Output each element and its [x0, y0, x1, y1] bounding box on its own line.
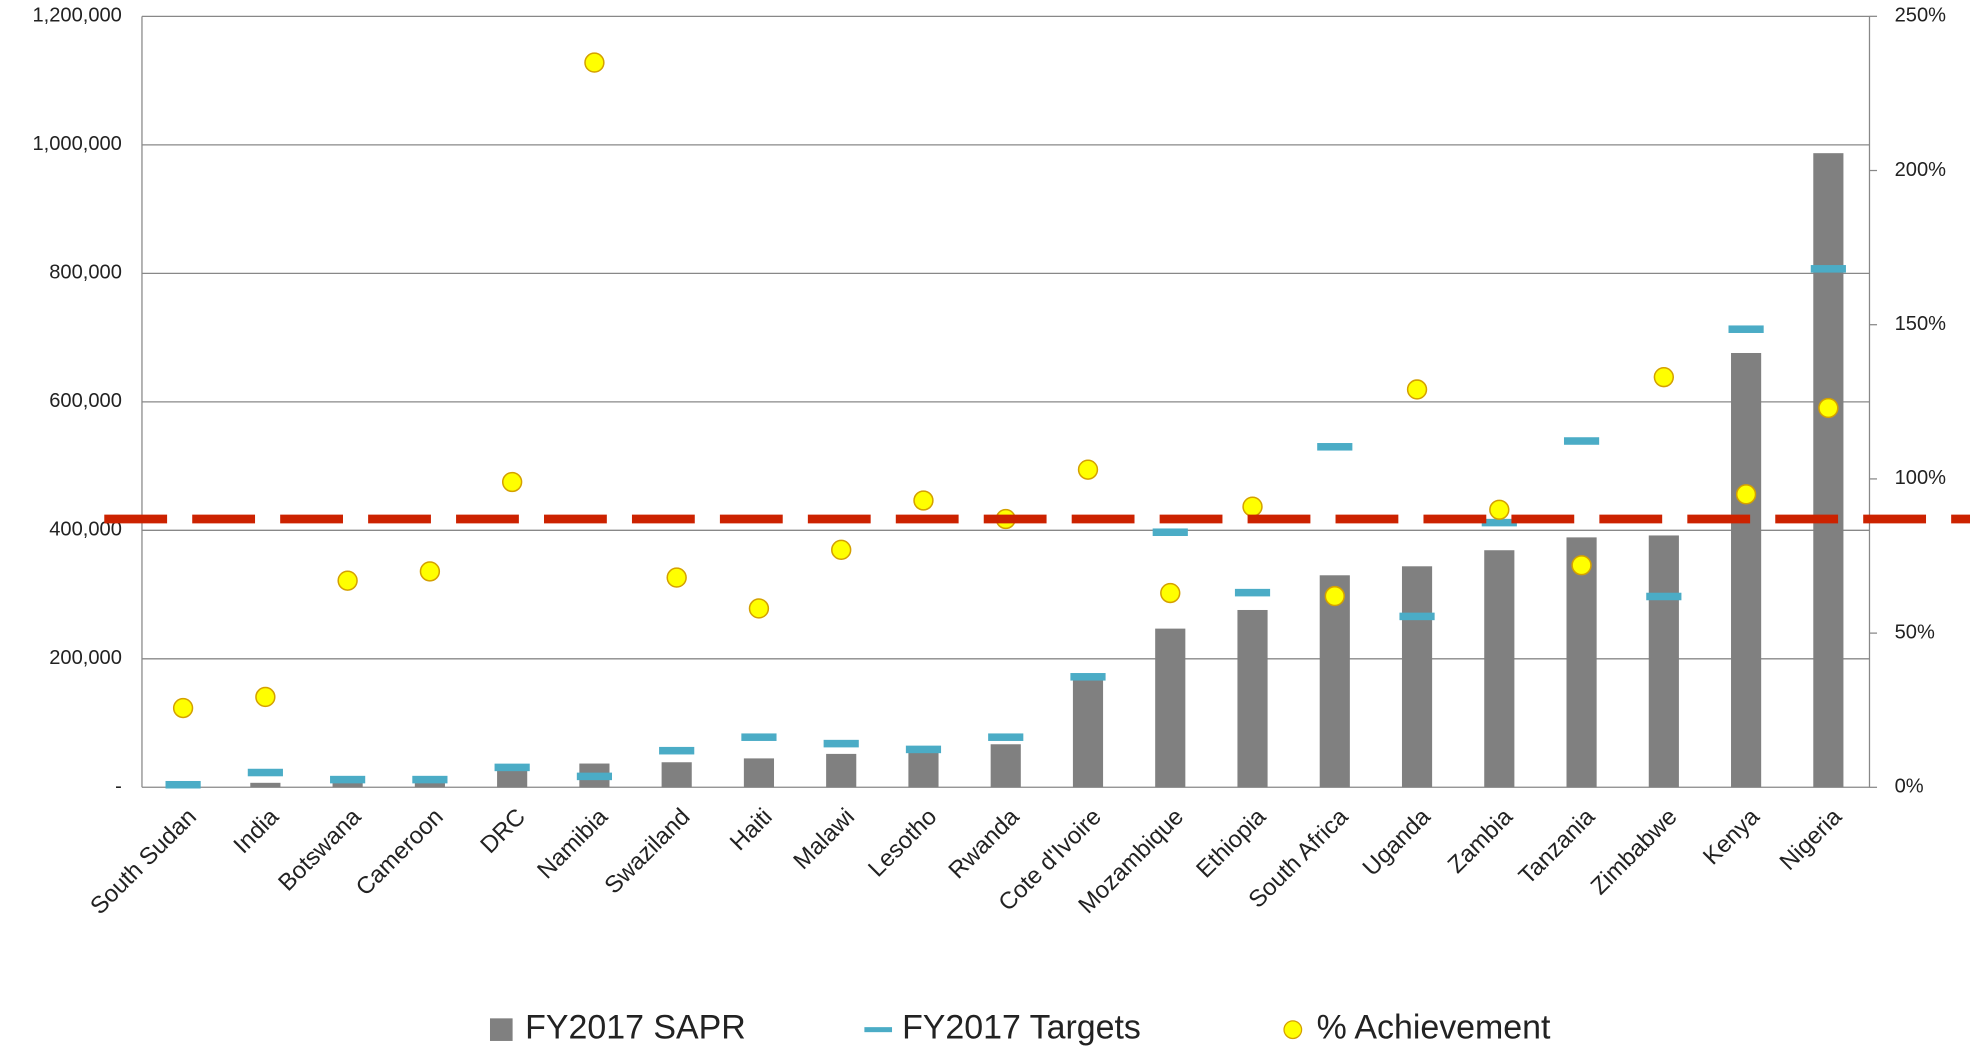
- bar: [1566, 537, 1597, 788]
- target-dash: [330, 775, 366, 784]
- target-dash: [659, 746, 695, 755]
- bar: [1813, 153, 1844, 788]
- target-dash: [1070, 673, 1106, 681]
- achievement-dot: [831, 539, 852, 561]
- x-tick-label: Zambia: [1443, 803, 1519, 879]
- achievement-dot: [1571, 555, 1592, 576]
- achievement-dot: [255, 686, 276, 708]
- achievement-dot: [1735, 484, 1757, 505]
- legend-label: FY2017 SAPR: [525, 1009, 746, 1047]
- x-tick-label: Malawi: [788, 803, 860, 875]
- bar: [990, 744, 1021, 788]
- x-tick-label: Zimbabwe: [1586, 803, 1683, 900]
- target-dash: [823, 739, 859, 748]
- bar: [1648, 535, 1679, 788]
- bar: [1731, 352, 1762, 788]
- achievement-dot: [1489, 499, 1510, 520]
- x-tick-label: Namibia: [532, 803, 614, 884]
- y2-tick-label: 200%: [1895, 159, 1947, 181]
- target-dash: [1152, 528, 1188, 537]
- legend-swatch: [1283, 1020, 1303, 1040]
- target-dash: [988, 733, 1024, 741]
- bar: [332, 782, 363, 788]
- bar: [1484, 550, 1515, 788]
- x-tick-label: Tanzania: [1514, 803, 1601, 890]
- target-dash: [741, 733, 777, 741]
- bar: [1401, 566, 1433, 788]
- bar: [1319, 575, 1350, 788]
- y-tick-label: 600,000: [49, 390, 122, 412]
- y2-tick-label: 50%: [1895, 621, 1935, 643]
- x-tick-label: Nigeria: [1775, 803, 1848, 876]
- x-tick-label: Rwanda: [943, 803, 1025, 884]
- x-tick-label: DRC: [475, 803, 531, 859]
- x-tick-label: Swaziland: [599, 803, 695, 899]
- y-tick-label: -: [115, 776, 122, 798]
- legend-label: % Achievement: [1317, 1009, 1551, 1047]
- y2-tick-label: 100%: [1895, 467, 1947, 489]
- target-dash: [412, 775, 448, 784]
- bar: [743, 758, 775, 788]
- achievement-dot: [1077, 459, 1099, 480]
- bar: [1155, 628, 1186, 788]
- target-dash: [1481, 518, 1517, 527]
- bar: [661, 762, 692, 788]
- achievement-dot: [337, 570, 358, 591]
- x-tick-label: South Sudan: [85, 803, 202, 920]
- bar: [1237, 609, 1268, 788]
- achievement-dot: [913, 490, 934, 511]
- y2-tick-label: 250%: [1895, 5, 1947, 27]
- bar: [1072, 678, 1104, 788]
- target-dash: [165, 780, 201, 789]
- achievement-dot: [1653, 366, 1675, 388]
- x-tick-label: Haiti: [725, 803, 778, 856]
- bar: [497, 769, 528, 788]
- achievement-dot: [1160, 582, 1181, 604]
- target-dash: [905, 745, 942, 754]
- y2-tick-label: 0%: [1895, 776, 1924, 798]
- legend-swatch: [489, 1018, 513, 1041]
- x-tick-label: India: [228, 803, 284, 859]
- y-tick-label: 800,000: [49, 262, 122, 284]
- x-tick-label: Kenya: [1698, 803, 1765, 870]
- target-dash: [1728, 325, 1764, 333]
- target-dash: [1810, 265, 1846, 273]
- legend-label: FY2017 Targets: [902, 1009, 1141, 1047]
- y-tick-label: 1,200,000: [33, 5, 122, 27]
- achievement-dot: [1818, 397, 1839, 419]
- bar: [250, 782, 281, 788]
- target-dash: [247, 768, 283, 777]
- y-tick-label: 200,000: [49, 647, 122, 669]
- target-dash: [1646, 592, 1682, 601]
- achievement-dot: [666, 567, 687, 588]
- target-dash: [1563, 437, 1600, 445]
- target-dash: [494, 763, 530, 772]
- achievement-dot: [584, 52, 605, 73]
- achievement-dot: [1406, 379, 1428, 400]
- y-tick-label: 1,000,000: [33, 133, 122, 155]
- bar: [414, 782, 445, 788]
- y2-tick-label: 150%: [1895, 313, 1947, 335]
- x-tick-label: Cameroon: [351, 803, 449, 901]
- achievement-dot: [419, 561, 441, 582]
- bar: [908, 751, 939, 788]
- achievement-dot: [501, 471, 523, 493]
- x-tick-label: Uganda: [1358, 803, 1437, 882]
- target-dash: [1317, 443, 1353, 451]
- x-tick-label: Lesotho: [863, 803, 942, 882]
- achievement-dot: [1242, 496, 1263, 517]
- legend-swatch: [864, 1027, 893, 1033]
- target-dash: [1399, 612, 1435, 621]
- target-dash: [1234, 588, 1271, 597]
- achievement-dot: [172, 697, 194, 719]
- y-tick-label: 400,000: [49, 519, 122, 541]
- achievement-dot: [1324, 585, 1345, 607]
- achievement-dot: [748, 598, 770, 619]
- target-dash: [576, 772, 613, 781]
- x-tick-label: Ethiopia: [1191, 803, 1272, 884]
- bar: [826, 753, 857, 788]
